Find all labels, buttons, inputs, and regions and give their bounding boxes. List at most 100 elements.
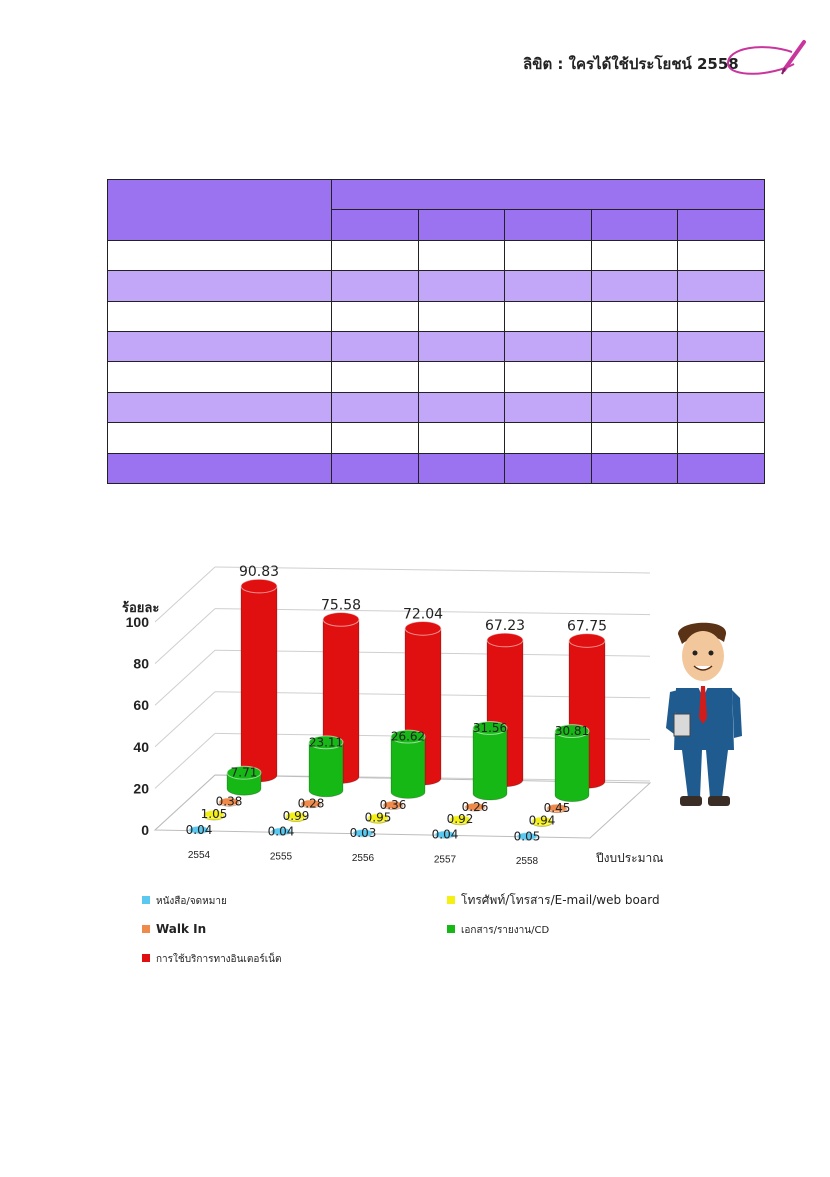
y-tick-label: 100 [126,614,150,630]
bar-top-5-2556 [404,621,442,636]
bar-5-2554 [240,585,278,783]
data-label: 0.95 [365,810,392,824]
data-label: 31.56 [473,721,507,735]
table-row [107,422,765,454]
data-label: 0.04 [432,828,459,842]
legend-label: Walk In [156,922,206,936]
bar-top-4-2554 [226,765,262,780]
bar-top-3-2555 [300,799,322,808]
data-label: 0.38 [216,795,243,809]
data-label: 67.23 [485,618,525,634]
table-header-cell [677,209,765,241]
x-axis-label: ปีงบประมาณ [595,851,663,865]
table-row [107,239,765,272]
legend-swatch [447,896,455,904]
data-label: 0.45 [544,801,571,815]
bar-top-5-2554 [240,578,278,594]
bar-top-3-2557 [464,802,486,812]
bar-top-2-2554 [203,809,225,819]
legend-swatch [142,896,150,904]
data-label: 0.99 [283,809,310,823]
table-subheader-row [108,209,765,241]
y-tick-label: 80 [133,656,149,672]
table-row [107,330,765,363]
bar-top-3-2558 [546,803,568,813]
data-label: 75.58 [321,597,361,613]
bar-top-2-2556 [367,813,389,822]
x-tick-label: 2558 [516,856,539,867]
bar-top-1-2555 [270,827,292,836]
legend-swatch [447,925,455,933]
bar-top-4-2557 [472,720,508,735]
bar-top-2-2555 [285,811,307,821]
bar-top-2-2558 [531,816,553,825]
businessman-illustration-icon [666,622,742,806]
table-header-cell [590,209,679,241]
bar-top-3-2556 [382,800,404,810]
y-tick-label: 60 [133,697,149,713]
data-label: 30.81 [555,724,589,738]
data-label: 23.11 [309,735,343,749]
table-header-cell [107,179,332,241]
data-label: 72.04 [403,606,443,622]
x-tick-label: 2556 [352,853,375,864]
bar-top-4-2556 [390,729,426,744]
legend-label: การใช้บริการทางอินเตอร์เน็ต [156,951,281,965]
gridline [214,608,651,616]
gridline [154,649,216,706]
bar-top-5-2557 [486,632,524,648]
data-label: 0.04 [268,825,295,839]
table-header-row [107,178,765,241]
bar-top-1-2554 [188,825,210,835]
bar-top-4-2558 [554,724,590,739]
gridline [154,566,216,623]
data-label: 0.92 [447,812,474,826]
data-label: 7.71 [231,766,258,780]
y-tick-label: 40 [133,739,149,755]
x-tick-label: 2554 [188,850,211,861]
data-label: 0.94 [529,814,556,828]
bar-top-5-2558 [568,633,606,648]
gridline [154,733,216,789]
y-tick-label: 0 [141,822,149,838]
data-label: 67.75 [567,618,607,634]
table-header-cell [504,209,592,241]
bar-top-3-2554 [218,797,240,807]
table-total-row [107,452,765,485]
y-axis-label: ร้อยละ [122,600,159,616]
data-label: 0.36 [380,798,407,812]
x-tick-label: 2557 [434,855,457,866]
gridline [154,691,216,748]
bar-top-1-2556 [352,828,374,838]
data-label: 0.05 [514,829,541,843]
legend-label: หนังสือ/จดหมาย [156,895,227,907]
table-header-cell [331,209,419,241]
gridline [154,608,216,664]
legend-swatch [142,925,150,933]
bar-top-1-2557 [434,830,456,840]
data-table [107,178,765,485]
legend-swatch [142,954,150,962]
pen-swirl-icon [726,40,806,75]
data-label: 26.62 [391,730,425,744]
table-row [107,391,765,424]
data-label: 1.05 [201,807,228,821]
bar-top-4-2555 [308,735,344,750]
legend-label: เอกสาร/รายงาน/CD [461,925,549,936]
data-label: 0.28 [298,797,325,811]
gridline [214,566,651,574]
legend-label: โทรศัพท์/โทรสาร/E-mail/web board [461,893,660,907]
data-label: 0.04 [186,823,213,837]
bar-4-2555 [308,741,344,798]
header-title: ลิขิต : ใครได้ใช้ประโยชน์ 2558 [523,55,739,73]
bar-4-2557 [472,727,508,801]
x-tick-label: 2555 [270,852,293,863]
bar-top-5-2555 [322,612,360,627]
bar-4-2556 [390,736,426,799]
bar-top-2-2557 [449,814,471,824]
data-label: 90.83 [239,564,279,580]
table-header-cell [331,178,765,211]
data-label: 0.26 [462,800,489,814]
table-header-cell [417,209,506,241]
